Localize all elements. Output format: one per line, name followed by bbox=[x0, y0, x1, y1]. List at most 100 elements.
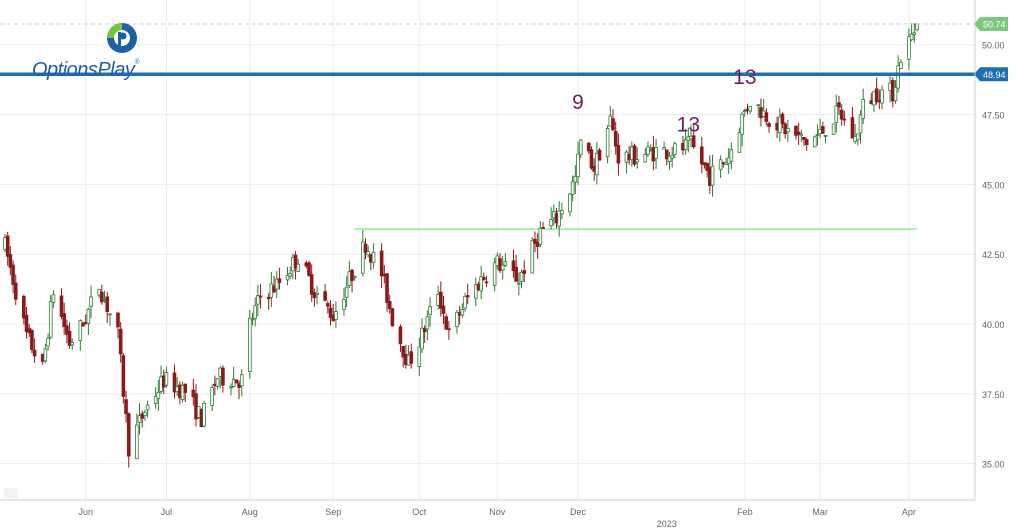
candle-body bbox=[409, 351, 414, 364]
resistance-tag bbox=[974, 67, 1008, 82]
candle-body bbox=[172, 372, 177, 393]
candle-body bbox=[794, 125, 798, 136]
y-tick-label: 35.00 bbox=[982, 460, 1005, 470]
candle-body bbox=[915, 23, 919, 31]
candle-body bbox=[108, 313, 112, 316]
optionsplay-logo bbox=[28, 20, 148, 90]
candle-body bbox=[699, 146, 704, 165]
candle-body bbox=[363, 243, 368, 253]
candle-body bbox=[573, 175, 578, 183]
candle-body bbox=[48, 301, 53, 338]
candle-body bbox=[234, 379, 239, 384]
candle-body bbox=[140, 413, 145, 419]
candle-body bbox=[334, 311, 338, 320]
candle-body bbox=[643, 154, 648, 163]
candle-body bbox=[62, 313, 66, 328]
candle-body bbox=[560, 210, 564, 215]
candle-body bbox=[662, 147, 666, 150]
candle-body bbox=[116, 312, 120, 328]
candle-body bbox=[309, 274, 314, 295]
candle-body bbox=[896, 65, 900, 89]
candle-body bbox=[796, 131, 801, 135]
corner-marker bbox=[4, 488, 18, 498]
candle-body bbox=[764, 112, 769, 122]
candle-body bbox=[473, 284, 478, 299]
candle-body bbox=[137, 415, 142, 423]
last-price-tag bbox=[974, 17, 1008, 32]
x-tick-label: Jun bbox=[78, 507, 93, 517]
candle-body bbox=[907, 36, 911, 60]
candle-body bbox=[248, 317, 252, 372]
candle-body bbox=[812, 136, 817, 148]
candle-body bbox=[597, 149, 602, 161]
candle-body bbox=[59, 295, 64, 317]
candle-body bbox=[229, 386, 233, 389]
candle-body bbox=[815, 134, 820, 136]
candle-body bbox=[522, 270, 527, 275]
candle-body bbox=[13, 282, 18, 300]
candle-body bbox=[323, 291, 327, 301]
count-annotation: 13 bbox=[677, 113, 700, 136]
candle-body bbox=[654, 147, 658, 159]
candle-body bbox=[285, 275, 290, 281]
candle-body bbox=[740, 113, 744, 135]
candle-body bbox=[253, 305, 257, 319]
candle-body bbox=[705, 162, 709, 171]
candle-body bbox=[143, 412, 147, 416]
x-tick-label: Feb bbox=[737, 507, 753, 517]
candle-body bbox=[831, 123, 836, 135]
y-tick-label: 40.00 bbox=[982, 320, 1005, 330]
candle-body bbox=[86, 308, 91, 324]
candle-body bbox=[455, 311, 459, 327]
candle-body bbox=[541, 227, 545, 229]
last-price-label: 50.74 bbox=[983, 20, 1006, 30]
candle-body bbox=[22, 295, 26, 319]
candle-body bbox=[850, 117, 855, 139]
candle-body bbox=[861, 99, 865, 119]
candle-body bbox=[288, 273, 292, 277]
candle-body bbox=[635, 159, 640, 163]
y-tick-label: 47.50 bbox=[982, 111, 1005, 121]
candle-body bbox=[215, 378, 220, 387]
candle-body bbox=[156, 391, 161, 399]
x-tick-label: Nov bbox=[489, 507, 506, 517]
candle-body bbox=[258, 295, 263, 298]
candle-body bbox=[517, 282, 521, 285]
candle-body bbox=[250, 318, 255, 321]
resistance-label: 48.94 bbox=[983, 70, 1006, 80]
candle-body bbox=[880, 89, 884, 104]
candle-body bbox=[164, 372, 169, 386]
candle-body bbox=[842, 118, 847, 121]
candle-body bbox=[277, 278, 282, 283]
candle-body bbox=[632, 145, 637, 165]
candle-body bbox=[893, 86, 898, 102]
candle-body bbox=[858, 114, 863, 134]
candle-body bbox=[11, 264, 15, 285]
candle-body bbox=[67, 330, 72, 346]
candle-body bbox=[743, 110, 747, 112]
candle-body bbox=[32, 349, 37, 357]
candle-body bbox=[428, 306, 432, 315]
candle-body bbox=[912, 32, 917, 35]
candle-body bbox=[441, 305, 446, 314]
candle-body bbox=[221, 367, 225, 386]
candle-body bbox=[78, 320, 83, 341]
candle-body bbox=[613, 131, 618, 147]
candle-body bbox=[718, 159, 723, 170]
candle-body bbox=[503, 261, 508, 266]
candle-body bbox=[239, 374, 244, 387]
x-tick-label: Sep bbox=[325, 507, 341, 517]
candle-body bbox=[118, 328, 123, 355]
candle-body bbox=[81, 323, 85, 327]
candle-body bbox=[256, 295, 260, 305]
axes: 35.00 37.50 40.00 42.50 45.00 47.50 50.00 Jun Ju… bbox=[0, 0, 1005, 529]
x-tick-label: Oct bbox=[412, 507, 427, 517]
x-tick-label: Jul bbox=[161, 507, 173, 517]
candle-body bbox=[89, 296, 93, 307]
candle-body bbox=[804, 139, 809, 146]
candle-body bbox=[296, 263, 301, 272]
candle-body bbox=[737, 132, 742, 153]
candle-body bbox=[444, 316, 449, 330]
candle-body bbox=[511, 260, 516, 271]
